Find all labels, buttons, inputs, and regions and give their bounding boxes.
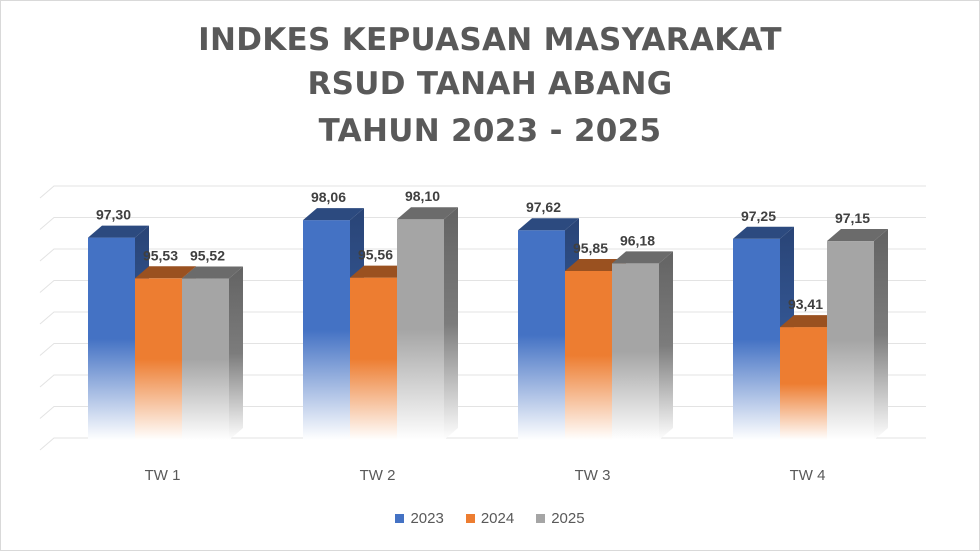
- bar-top: [827, 229, 888, 242]
- bar-tw1-2025: [182, 266, 243, 440]
- chart-legend: 2023 2024 2025: [0, 510, 980, 527]
- data-label: 95,53: [143, 247, 178, 263]
- bar-top: [780, 315, 841, 328]
- bar-front: [780, 327, 827, 440]
- data-label: 97,15: [835, 210, 870, 226]
- bar-side: [444, 207, 458, 440]
- bar-front: [565, 270, 612, 440]
- bar-top: [135, 266, 196, 279]
- bar-top: [397, 207, 458, 220]
- data-label: 96,18: [620, 232, 655, 248]
- legend-item-2025: 2025: [536, 510, 585, 527]
- bar-tw3-2025: [612, 251, 673, 440]
- data-label: 95,56: [358, 247, 393, 263]
- category-label: TW 1: [145, 467, 181, 484]
- legend-label: 2024: [480, 510, 515, 527]
- bar-front: [350, 277, 397, 440]
- data-label: 95,52: [190, 248, 225, 264]
- data-label: 95,85: [573, 240, 608, 256]
- bar-tw4-2024: [780, 315, 841, 440]
- bar-top: [733, 226, 794, 239]
- gridline: [39, 185, 926, 199]
- bar-side: [659, 251, 673, 440]
- bar-top: [350, 265, 411, 278]
- legend-swatch: [395, 514, 405, 523]
- bar-tw2-2025: [397, 207, 458, 440]
- bar-front: [303, 220, 350, 440]
- data-label: 98,10: [405, 188, 440, 204]
- bar-front: [182, 278, 229, 440]
- data-label: 98,06: [311, 189, 346, 205]
- bar-front: [827, 241, 874, 440]
- bar-front: [397, 219, 444, 440]
- chart-title-line-1: INDKES KEPUASAN MASYARAKAT: [198, 22, 782, 58]
- bar-front: [518, 230, 565, 440]
- bar-top: [518, 218, 579, 231]
- bar-front: [135, 278, 182, 440]
- legend-swatch: [536, 514, 546, 523]
- bar-side: [229, 266, 243, 440]
- bar-top: [612, 251, 673, 264]
- legend-item-2024: 2024: [465, 510, 515, 527]
- bar-front: [88, 237, 135, 440]
- chart-title-line-3: TAHUN 2023 - 2025: [318, 113, 662, 149]
- bar-front: [733, 238, 780, 440]
- data-label: 97,30: [96, 207, 131, 223]
- gridline: [39, 217, 926, 230]
- bar-front: [612, 263, 659, 440]
- bar-top: [88, 225, 149, 238]
- category-label: TW 2: [360, 467, 396, 484]
- bar-top: [303, 208, 364, 221]
- chart-title-line-2: RSUD TANAH ABANG: [307, 66, 673, 102]
- data-label: 97,25: [741, 208, 776, 224]
- legend-swatch: [465, 514, 475, 523]
- legend-item-2023: 2023: [395, 510, 444, 527]
- bar-tw4-2025: [827, 229, 888, 440]
- legend-label: 2025: [551, 510, 585, 527]
- bar-top: [182, 266, 243, 279]
- data-label: 97,62: [526, 199, 561, 215]
- bar-top: [565, 258, 626, 271]
- bar-side: [874, 229, 888, 440]
- category-label: TW 4: [790, 467, 826, 484]
- legend-label: 2023: [410, 510, 444, 527]
- category-label: TW 3: [575, 467, 611, 484]
- gridline: [39, 248, 926, 262]
- data-label: 93,41: [788, 296, 823, 312]
